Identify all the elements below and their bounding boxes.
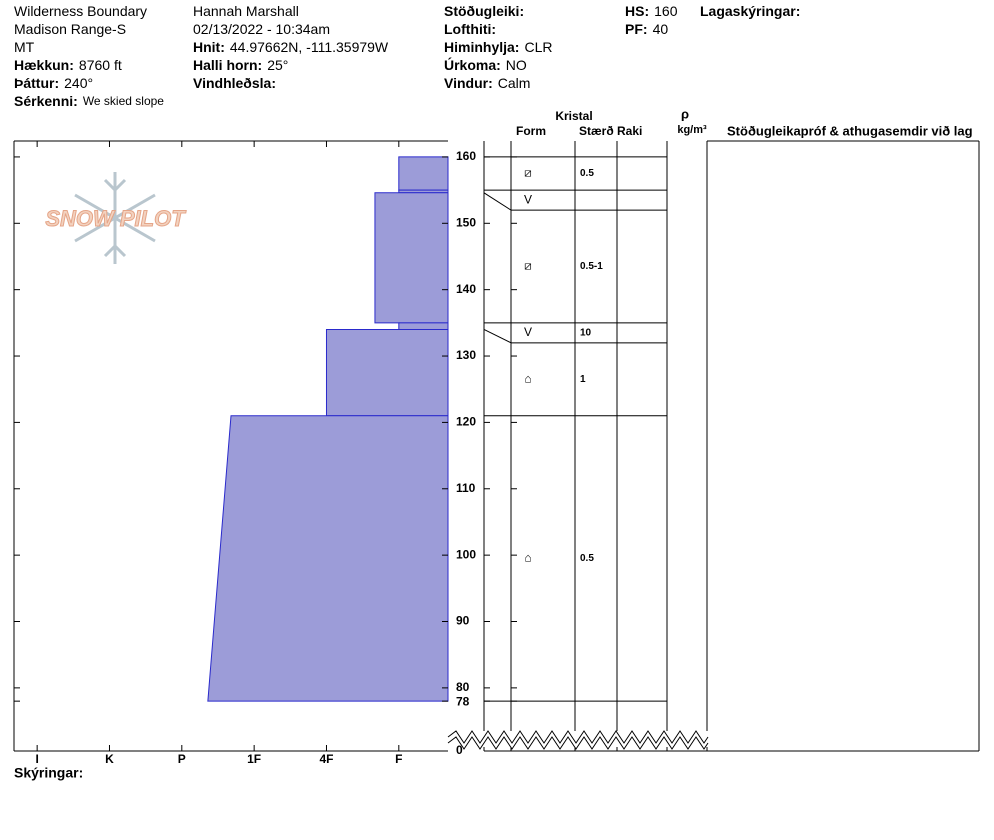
header-field: Wilderness Boundary	[14, 3, 147, 19]
field-label: Þáttur:	[14, 75, 59, 91]
logo-flake	[74, 172, 156, 264]
field-label: HS:	[625, 3, 649, 19]
field-label: Hækkun:	[14, 57, 74, 73]
size-header: Stærð	[579, 124, 614, 138]
hardness-bar	[325, 328, 449, 417]
grain-form: ⌂	[524, 371, 531, 385]
header-field: Halli horn: 25°	[193, 57, 288, 73]
grain-size: 1	[580, 374, 586, 385]
depth-tick-label: 78	[456, 694, 470, 708]
header-field: PF: 40	[625, 21, 668, 37]
field-value: Madison Range-S	[14, 21, 126, 37]
header-field: Hækkun: 8760 ft	[14, 57, 122, 73]
field-value: MT	[14, 39, 35, 55]
hardness-tick-label: K	[105, 752, 114, 766]
stability-header: Stöðugleikapróf & athugasemdir við lag	[727, 123, 973, 138]
hardness-tick-label: I	[35, 752, 38, 766]
field-label: Himinhylja:	[444, 39, 519, 55]
depth-tick-label: 150	[456, 215, 476, 229]
field-value: 02/13/2022 - 10:34am	[193, 21, 330, 37]
grain-size: 10	[580, 327, 592, 338]
header-field: Þáttur: 240°	[14, 75, 93, 91]
field-label: Lofthiti:	[444, 21, 496, 37]
header-field: HS: 160	[625, 3, 678, 19]
form-header: Form	[516, 124, 546, 138]
grain-form: V	[524, 192, 532, 206]
header-field: Madison Range-S	[14, 21, 126, 37]
depth-tick-label: 140	[456, 282, 476, 296]
depth-tick-label: 110	[456, 481, 476, 495]
field-label: PF:	[625, 21, 648, 37]
axis-break	[447, 736, 709, 750]
grain-size: 0.5	[580, 168, 594, 179]
field-value: Calm	[498, 75, 531, 91]
hardness-tick-label: F	[395, 752, 402, 766]
field-value: 8760 ft	[79, 57, 122, 73]
hardness-bar	[207, 415, 449, 702]
field-value: 240°	[64, 75, 93, 91]
field-value: Hannah Marshall	[193, 3, 299, 19]
field-label: Halli horn:	[193, 57, 262, 73]
depth-tick-label: 130	[456, 348, 476, 362]
field-value: CLR	[524, 39, 552, 55]
depth-tick-label: 90	[456, 614, 470, 628]
field-value: 44.97662N, -111.35979W	[230, 39, 389, 55]
header-field: Úrkoma: NO	[444, 56, 527, 73]
depth-tick-label: 80	[456, 680, 470, 694]
density-symbol: ρ	[681, 106, 689, 121]
header-field: Vindur: Calm	[444, 75, 530, 91]
axis-break	[447, 730, 709, 744]
header-field: Vindhleðsla:	[193, 75, 276, 91]
field-label: Lagaskýringar:	[700, 3, 800, 19]
grain-size: 0.5-1	[580, 261, 603, 272]
hardness-bar	[398, 156, 449, 191]
depth-tick-label: 120	[456, 415, 476, 429]
header-field: 02/13/2022 - 10:34am	[193, 21, 330, 37]
field-label: Stöðugleiki:	[444, 3, 524, 19]
field-label: Sérkenni:	[14, 93, 78, 109]
header-field: Lagaskýringar:	[700, 3, 800, 19]
header-field: Himinhylja: CLR	[444, 39, 552, 55]
moisture-header: Raki	[617, 124, 642, 138]
layer-connector	[483, 329, 512, 344]
depth-tick-label: 100	[456, 547, 476, 561]
hardness-bar	[398, 322, 449, 330]
density-unit: kg/m³	[677, 124, 707, 136]
hardness-bar	[374, 192, 449, 324]
field-label: Hnit:	[193, 39, 225, 55]
grain-form: ⌂	[524, 551, 531, 565]
field-value: 160	[654, 3, 678, 19]
header-field: Hnit: 44.97662N, -111.35979W	[193, 39, 389, 55]
header-field: Hannah Marshall	[193, 3, 299, 19]
field-label: Vindhleðsla:	[193, 75, 276, 91]
field-value: We skied slope	[83, 94, 164, 108]
field-label: Úrkoma:	[444, 56, 501, 73]
legend-label: Skýringar:	[14, 765, 83, 781]
depth-tick-label: 160	[456, 149, 476, 163]
field-value: 25°	[267, 57, 288, 73]
ground-label: 0	[456, 743, 463, 757]
header-field: Lofthiti:	[444, 21, 496, 37]
grain-form: V	[524, 325, 532, 339]
logo-text: SNOW PILOT	[45, 206, 186, 231]
field-value: 40	[653, 21, 669, 37]
break-mask	[448, 731, 708, 747]
grain-form: ⧄	[524, 259, 532, 273]
field-value: NO	[506, 57, 527, 73]
grain-size: 0.5	[580, 553, 594, 564]
layer-connector	[483, 192, 512, 211]
header-field: MT	[14, 39, 35, 55]
hardness-tick-label: P	[178, 752, 186, 766]
hardness-tick-label: 1F	[247, 752, 261, 766]
hardness-tick-label: 4F	[319, 752, 333, 766]
header-field: Stöðugleiki:	[444, 3, 524, 19]
grain-form: ⧄	[524, 166, 532, 180]
header-field: Sérkenni: We skied slope	[14, 93, 164, 109]
field-label: Vindur:	[444, 75, 493, 91]
field-value: Wilderness Boundary	[14, 3, 147, 19]
crystal-header: Kristal	[555, 109, 592, 123]
